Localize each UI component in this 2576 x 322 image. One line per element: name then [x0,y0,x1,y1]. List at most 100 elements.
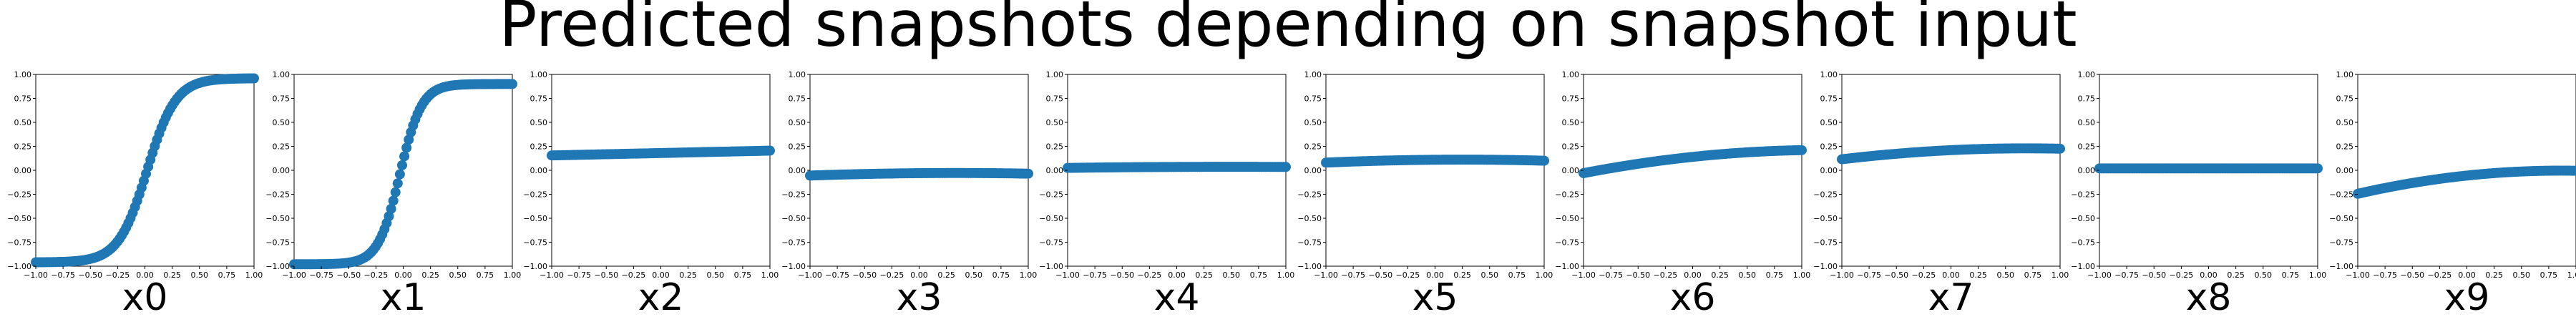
y-tick-label: −0.75 [1039,238,1063,248]
x-tick-label: 0.50 [191,270,209,280]
data-point [249,73,259,84]
data-points [2353,165,2576,199]
data-points [289,79,517,270]
y-tick-label: 0.75 [2078,94,2096,104]
y-tick-label: 0.50 [789,118,806,127]
x-tick-label: 0.75 [1766,270,1784,280]
subplot-x1: −1.00 −0.75 −0.50 −0.25 0.00 0.25 0.50 0.75 1.00… [265,70,521,319]
y-tick-label: 1.00 [1562,70,1580,79]
y-tick-label: 0.25 [273,142,291,152]
x-tick-label: 0.00 [1942,270,1960,280]
x-tick-label: −1.00 [1571,270,1596,280]
plot-area [293,74,513,267]
x-axis-label: x3 [897,276,942,319]
y-tick-label: 0.00 [2336,166,2354,175]
x-tick-label: −0.25 [2170,270,2194,280]
x-tick-label: −0.75 [51,270,75,280]
y-tick-label: −0.50 [1813,214,1838,223]
x-tick-label: 1.00 [2309,270,2327,280]
y-tick-label: 0.50 [273,118,291,127]
x-tick-label: 0.75 [2282,270,2300,280]
y-tick-label: −0.25 [781,190,806,200]
y-tick-label: 0.75 [1046,94,1064,104]
x-tick-label: 0.75 [2540,270,2558,280]
y-tick-label: 0.75 [789,94,806,104]
x-tick-label: −0.75 [309,270,333,280]
x-tick-label: 0.25 [421,270,439,280]
x-axis-label: x5 [1413,276,1458,319]
y-tick-label: 0.00 [530,166,548,175]
x-tick-label: −0.25 [1654,270,1678,280]
data-point [1539,155,1549,166]
y-tick-label: −0.75 [1555,238,1579,248]
y-tick-label: 0.25 [530,142,548,152]
x-tick-label: −0.25 [1138,270,1162,280]
x-axis-label: x1 [381,276,426,319]
y-tick-label: −1.00 [7,262,31,271]
x-axis-label: x9 [2444,276,2490,319]
y-tick-label: 0.50 [2336,118,2354,127]
x-tick-label: −1.00 [1055,270,1080,280]
x-tick-label: −0.50 [1626,270,1650,280]
subplot-x9: −1.00−0.75−0.50−0.250.000.250.500.751.00… [2329,70,2576,319]
x-tick-label: 0.50 [1481,270,1499,280]
y-tick-label: 0.25 [1562,142,1580,152]
y-tick-label: 1.00 [14,70,32,79]
subplot-x6: −1.00 −0.75 −0.50 −0.25 0.00 0.25 0.50 0.75 1.00… [1555,70,1810,319]
data-point [1281,162,1291,172]
y-tick-label: −0.50 [781,214,806,223]
y-tick-label: 0.00 [1562,166,1580,175]
x-tick-label: −0.50 [2400,270,2424,280]
data-points [31,73,259,268]
data-point [392,178,403,189]
x-tick-label: −0.25 [364,270,389,280]
y-tick-label: 0.75 [1304,94,1322,104]
y-tick-label: −0.75 [781,238,806,248]
y-tick-label: −0.25 [7,190,31,200]
x-tick-label: 0.50 [1997,270,2015,280]
y-tick-label: −1.00 [1297,262,1322,271]
x-tick-label: −0.75 [1857,270,1881,280]
x-tick-label: 0.25 [163,270,181,280]
x-tick-label: 0.75 [992,270,1010,280]
x-tick-label: −1.00 [2346,270,2370,280]
x-tick-label: 0.00 [910,270,928,280]
x-tick-label: 0.00 [2200,270,2218,280]
x-axis-label: x8 [2186,276,2232,319]
x-tick-label: 1.00 [504,270,522,280]
x-tick-label: 0.75 [1508,270,1526,280]
x-tick-label: 0.50 [965,270,983,280]
x-tick-label: 1.00 [1536,270,1553,280]
y-tick-label: −0.75 [7,238,31,248]
x-tick-label: 0.50 [2513,270,2531,280]
x-tick-label: 0.25 [2485,270,2503,280]
y-tick-label: 1.00 [789,70,806,79]
data-points [1321,155,1549,168]
x-tick-label: 1.00 [761,270,779,280]
data-point [765,145,775,156]
data-point [507,79,517,89]
y-tick-label: 1.00 [530,70,548,79]
x-tick-label: −0.75 [825,270,849,280]
x-tick-label: 0.50 [2255,270,2273,280]
x-tick-label: 0.75 [1250,270,1268,280]
y-tick-label: −0.50 [2329,214,2353,223]
data-points [1063,162,1291,173]
x-tick-label: 0.25 [2227,270,2245,280]
x-tick-label: 1.00 [2051,270,2069,280]
y-tick-label: 1.00 [2336,70,2354,79]
y-tick-label: 0.75 [273,94,291,104]
y-tick-label: 0.00 [789,166,806,175]
y-tick-label: −1.00 [781,262,806,271]
x-tick-label: −0.50 [1110,270,1134,280]
subplot-x7: −1.00 −0.75 −0.50 −0.25 0.00 0.25 0.50 0.75 1.00… [1813,70,2069,319]
data-point [390,187,401,197]
x-tick-label: −1.00 [2087,270,2112,280]
plot-area [1325,74,1545,267]
x-tick-label: 0.75 [2024,270,2042,280]
x-tick-label: 1.00 [245,270,263,280]
x-tick-label: 0.25 [679,270,697,280]
data-point [396,160,407,170]
y-tick-label: 0.50 [1562,118,1580,127]
data-point [2313,163,2323,174]
